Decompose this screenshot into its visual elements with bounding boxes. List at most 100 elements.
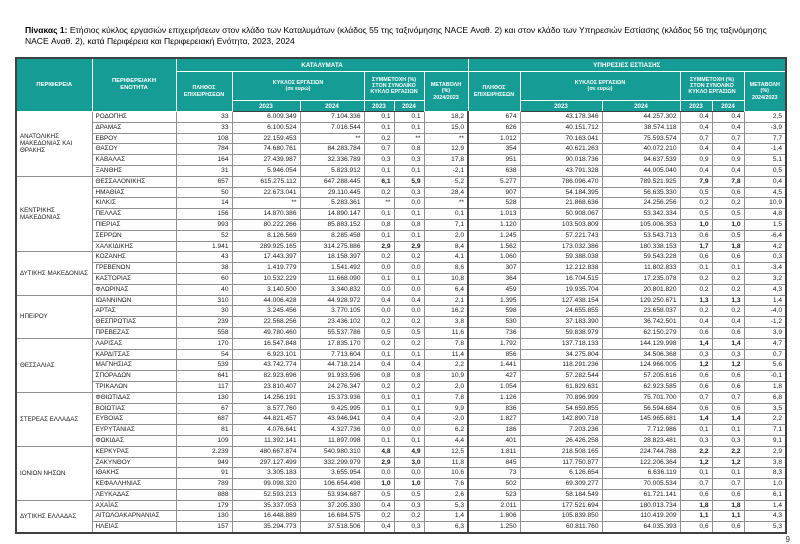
food-turnover-2023-cell: 60.811.760 [519,521,603,534]
food-turnover-2023-cell: 59.388.038 [519,251,603,264]
acc-count-cell: 558 [175,326,233,339]
food-turnover-2024-cell: 56.594.684 [601,402,681,415]
regional-unit-cell: ΦΘΙΩΤΙΔΑΣ [91,391,177,404]
food-change-cell: 3,8 [743,456,787,469]
acc-turnover-2024-cell: 9.425.995 [299,402,365,415]
food-share-2024-cell: 0,1 [711,262,745,274]
acc-count-cell: 30 [175,305,233,318]
food-share-2024-cell: 0,6 [711,370,745,382]
acc-share-2024-cell: 0,1 [393,348,425,361]
acc-count-cell: 888 [175,488,233,501]
acc-count-cell: 33 [175,121,233,134]
food-count-cell: 626 [467,121,521,134]
acc-change-cell: 28,4 [423,186,469,199]
acc-turnover-2024-cell: 15.373.936 [299,391,365,404]
food-count-cell: 2.011 [467,499,521,512]
regional-unit-cell: ΓΡΕΒΕΝΩΝ [91,262,177,274]
table-row: ΚΑΣΤΟΡΙΑΣ 60 10.532.229 11.668.090 0,1 0,1 10,… [16,272,787,285]
food-turnover-2023-cell: 7.203.236 [519,424,603,436]
table-row: ΖΑΚΥΝΘΟΥ 949 297.127.499 332.299.979 2,9 3,0 1… [16,456,787,469]
food-share-2024-cell: 0,6 [711,251,745,264]
acc-turnover-2024-cell: 1.541.492 [299,262,365,274]
acc-share-2024-cell: 0,4 [393,294,425,307]
acc-count-cell: 789 [175,478,233,490]
food-turnover-2024-cell: 94.637.539 [601,154,681,166]
food-share-2023-cell: 0,4 [679,143,713,156]
acc-change-cell: 3,8 [423,316,469,328]
table-row: ΕΥΒΟΙΑΣ 687 44.821.457 43.946.941 0,4 0,4 -2,0… [16,413,787,426]
food-share-2024-cell: 1,4 [711,337,745,350]
food-share-2024-cell: 1,2 [711,359,745,372]
acc-share-2024-cell: 0,1 [393,272,425,285]
acc-share-2023-cell: 1,0 [363,478,395,490]
table-header: ΠΕΡΙΦΕΡΕΙΑ ΠΕΡΙΦΕΡΕΙΑΚΗ ΕΝΟΤΗΤΑ ΚΑΤΑΛΥΜΑ… [15,57,787,112]
food-share-2024-cell: 1,3 [711,294,745,307]
acc-count-cell: 156 [175,208,233,220]
food-count-cell: 856 [467,348,521,361]
regional-unit-cell: ΕΒΡΟΥ [91,132,177,145]
acc-share-2023-cell: 0,0 [363,424,395,436]
food-share-2024-cell: 0,6 [711,326,745,339]
header-acc-turnover: ΚΥΚΛΟΣ ΕΡΓΑΣΙΩΝ (σε ευρώ) [231,71,365,101]
acc-turnover-2023-cell: 35.294.773 [231,521,301,534]
acc-count-cell: 67 [175,402,233,415]
food-change-cell: 5,1 [743,154,787,166]
caption-label: Πίνακας 1: [25,24,68,35]
food-turnover-2023-cell: 19.935.704 [519,283,603,296]
acc-change-cell: 1,4 [423,510,469,523]
regional-unit-cell: ΚΕΡΚΥΡΑΣ [91,445,177,458]
food-count-cell: 1.250 [467,521,521,534]
acc-count-cell: 130 [175,391,233,404]
food-share-2023-cell: 0,6 [679,380,713,393]
acc-share-2024-cell: 0,2 [393,316,425,328]
acc-change-cell: 2,0 [423,380,469,393]
acc-count-cell: 108 [175,132,233,145]
food-turnover-2024-cell: 7.712.986 [601,424,681,436]
acc-turnover-2023-cell: 3.245.456 [231,305,301,318]
food-share-2024-cell: 0,4 [711,143,745,156]
food-turnover-2024-cell: 105.006.353 [601,218,681,231]
food-turnover-2024-cell: 144.129.998 [601,337,681,350]
table-row: ΕΒΡΟΥ 108 22.159.453 ** 0,2 ** ** 1.012 70.163.0… [16,132,787,145]
acc-share-2023-cell: 0,0 [363,283,395,296]
acc-share-2024-cell: 0,1 [393,229,425,242]
food-share-2024-cell: 0,9 [711,154,745,166]
regional-unit-cell: ΘΕΣΠΡΩΤΙΑΣ [91,316,177,328]
acc-change-cell: 11,6 [423,326,469,339]
acc-change-cell: 7,6 [423,478,469,490]
acc-turnover-2024-cell: 85.883.152 [299,218,365,231]
acc-change-cell: -2,1 [423,164,469,177]
acc-share-2023-cell: 0,2 [363,510,395,523]
header-group-accommodation: ΚΑΤΑΛΥΜΑΤΑ [175,57,469,72]
food-share-2024-cell: 0,4 [711,121,745,134]
food-change-cell: -1,2 [743,316,787,328]
food-change-cell: 7,1 [743,424,787,436]
food-count-cell: 1.245 [467,229,521,242]
acc-turnover-2024-cell: 37.518.506 [299,521,365,534]
food-count-cell: 907 [467,186,521,199]
food-count-cell: 598 [467,305,521,318]
food-turnover-2023-cell: 786.096.470 [519,175,603,188]
food-change-cell: 2,9 [743,445,787,458]
table-row: ΚΑΒΑΛΑΣ 164 27.439.987 32.336.789 0,3 0,3 17,8… [16,154,787,166]
food-share-2024-cell: 0,2 [711,283,745,296]
food-count-cell: 1.013 [467,208,521,220]
food-change-cell: 4,8 [743,208,787,220]
food-change-cell: 3,5 [743,402,787,415]
acc-share-2024-cell: 0,3 [393,499,425,512]
acc-turnover-2024-cell: 32.336.789 [299,154,365,166]
acc-turnover-2024-cell: 91.933.596 [299,370,365,382]
acc-share-2024-cell: 0,3 [393,186,425,199]
regional-unit-cell: ΒΟΙΩΤΙΑΣ [91,402,177,415]
food-change-cell: 6,1 [743,488,787,501]
food-count-cell: 73 [467,467,521,480]
food-share-2023-cell: 0,7 [679,478,713,490]
regional-unit-cell: ΜΑΓΝΗΣΙΑΣ [91,359,177,372]
food-change-cell: 1,0 [743,478,787,490]
acc-change-cell: 7,8 [423,391,469,404]
food-change-cell: 7,7 [743,132,787,145]
regional-unit-cell: ΕΥΒΟΙΑΣ [91,413,177,426]
acc-turnover-2023-cell: 22.568.256 [231,316,301,328]
food-count-cell: 1.395 [467,294,521,307]
food-change-cell: 2,5 [743,111,787,123]
